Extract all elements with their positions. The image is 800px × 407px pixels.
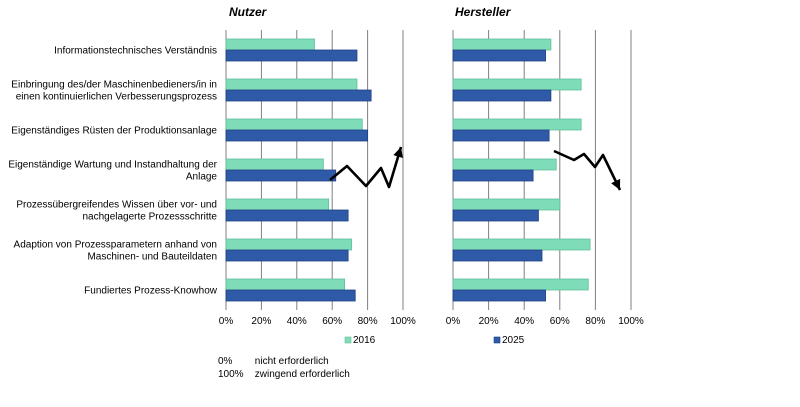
scale-note-1-value: 0% (218, 356, 233, 367)
bar-1-2016-2 (452, 118, 582, 131)
category-label-4-0: Prozessübergreifendes Wissen über vor- u… (16, 200, 217, 211)
scale-note-2-value: 100% (218, 369, 244, 380)
x-tick-label-0-4: 80% (358, 316, 378, 327)
bar-0-2016-4 (225, 198, 330, 211)
legend-label-2016: 2016 (353, 335, 376, 346)
legend-swatch-2025 (493, 336, 501, 344)
bar-1-2016-0 (452, 38, 552, 51)
category-label-5-0: Adaption von Prozessparametern anhand vo… (14, 240, 217, 251)
category-label-4-1: nachgelagerte Prozessschritte (82, 212, 217, 223)
scale-note-2-text: zwingend erforderlich (254, 369, 350, 380)
bar-0-2016-3 (225, 158, 324, 171)
x-tick-label-1-3: 60% (550, 316, 570, 327)
bar-1-2025-3 (452, 169, 534, 182)
bar-1-2025-2 (452, 129, 550, 142)
x-tick-label-0-3: 60% (322, 316, 342, 327)
bar-1-2025-6 (452, 289, 546, 302)
scale-note-1-text: nicht erforderlich (254, 356, 329, 367)
bar-0-2016-1 (225, 78, 358, 91)
x-tick-label-1-2: 40% (514, 316, 534, 327)
bar-0-2016-0 (225, 38, 315, 51)
legend-label-2025: 2025 (502, 335, 525, 346)
bar-1-2025-4 (452, 209, 539, 222)
category-label-1-0: Einbringung des/der Maschinenbedieners/i… (11, 80, 217, 91)
category-label-3-0: Eigenständige Wartung und Instandhaltung… (8, 160, 217, 171)
x-tick-label-1-5: 100% (618, 316, 644, 327)
bar-0-2025-6 (225, 289, 356, 302)
x-tick-label-0-2: 40% (287, 316, 307, 327)
bar-1-2016-4 (452, 198, 561, 211)
category-label-5-1: Maschinen- und Bauteildaten (87, 252, 217, 263)
category-label-6-0: Fundiertes Prozess-Knowhow (84, 286, 218, 297)
bar-0-2025-0 (225, 49, 358, 62)
x-tick-label-1-1: 20% (479, 316, 499, 327)
x-tick-label-1-0: 0% (446, 316, 461, 327)
bar-1-2025-0 (452, 49, 546, 62)
bar-0-2025-4 (225, 209, 349, 222)
trend-arrow-head-1 (611, 178, 621, 190)
category-label-1-1: einen kontinuierlichen Verbesserungsproz… (16, 92, 217, 103)
x-tick-label-0-5: 100% (390, 316, 416, 327)
trend-arrow-line-0 (329, 146, 403, 189)
panel-title-0: Nutzer (229, 5, 268, 19)
bar-1-2016-6 (452, 278, 589, 291)
scale-note-1: 0% nicht erforderlich (218, 356, 329, 368)
bar-0-2016-6 (225, 278, 345, 291)
category-label-0-0: Informationstechnisches Verständnis (54, 46, 217, 57)
legend-swatch-2016 (344, 336, 352, 344)
panel-title-1: Hersteller (455, 5, 512, 19)
category-label-3-1: Anlage (186, 172, 218, 183)
bar-0-2025-3 (225, 169, 337, 182)
scale-note-2: 100% zwingend erforderlich (218, 369, 350, 381)
x-tick-label-0-1: 20% (251, 316, 271, 327)
x-tick-label-0-0: 0% (219, 316, 234, 327)
bar-0-2025-1 (225, 89, 372, 102)
bar-1-2016-1 (452, 78, 582, 91)
trend-arrow-head-0 (393, 147, 403, 159)
x-tick-label-1-4: 80% (585, 316, 605, 327)
bar-0-2025-5 (225, 249, 349, 262)
bar-1-2025-5 (452, 249, 543, 262)
bar-1-2016-3 (452, 158, 557, 171)
bar-0-2016-2 (225, 118, 363, 131)
bar-0-2025-2 (225, 129, 369, 142)
bar-0-2016-5 (225, 238, 353, 251)
bar-1-2025-1 (452, 89, 552, 102)
bar-1-2016-5 (452, 238, 591, 251)
category-label-2-0: Eigenständiges Rüsten der Produktionsanl… (11, 126, 217, 137)
trend-arrow-line-1 (553, 149, 622, 191)
